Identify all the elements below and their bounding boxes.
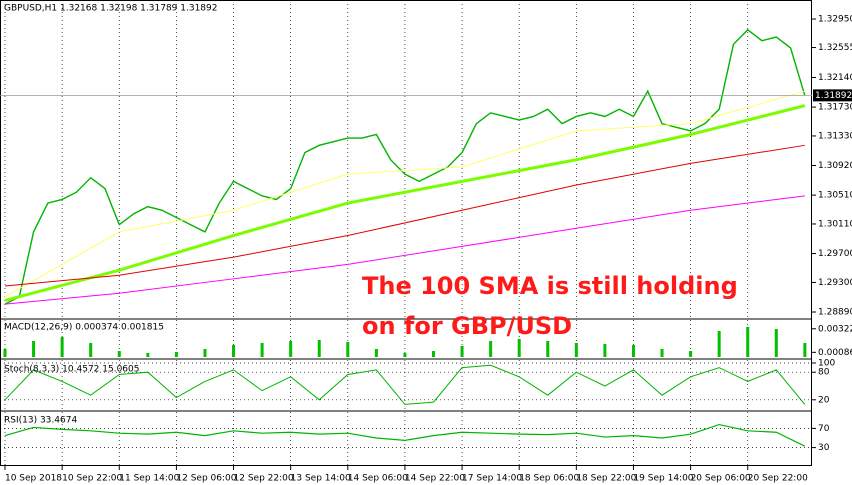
histogram-bar — [717, 331, 721, 357]
histogram-bar — [631, 345, 635, 357]
histogram-bar — [460, 346, 464, 357]
y-tick-label: 1.31330 — [818, 131, 852, 141]
histogram-bar — [289, 341, 293, 357]
panel-label: RSI(13) 33.4674 — [4, 416, 77, 426]
histogram-bar — [260, 343, 264, 357]
histogram-bar — [403, 353, 407, 357]
histogram-bar — [746, 327, 750, 357]
x-tick-label: 20 Sep 06:00 — [691, 474, 751, 484]
price-line — [4, 104, 806, 302]
histogram-bar — [546, 341, 550, 357]
histogram-bar — [60, 337, 64, 357]
x-tick-label: 14 Sep 22:00 — [405, 474, 465, 484]
y-tick-label: 1.31730 — [818, 103, 852, 113]
y-tick-label: 100 — [818, 359, 835, 369]
histogram-bar — [574, 343, 578, 357]
histogram-bar — [431, 351, 435, 357]
histogram-bar — [346, 342, 350, 357]
price-line — [4, 144, 805, 287]
histogram-bar — [317, 340, 321, 357]
panel-label: GBPUSD,H1 1.32168 1.32198 1.31789 1.3189… — [4, 4, 217, 14]
x-tick-label: 10 Sep 2018 — [5, 474, 62, 484]
histogram-bar — [489, 341, 493, 357]
annotation: The 100 SMA is still holding — [362, 272, 738, 300]
x-tick-label: 12 Sep 06:00 — [176, 474, 236, 484]
y-tick-label: 1.30510 — [818, 191, 852, 201]
histogram-bar — [803, 343, 807, 357]
y-tick-label: 1.30920 — [818, 161, 852, 171]
y-tick-label: 1.29300 — [818, 278, 852, 288]
histogram-bar — [232, 345, 236, 357]
histogram-bar — [517, 339, 521, 357]
y-tick-label: 1.32555 — [818, 43, 852, 53]
y-tick-label: 0.000867 — [818, 348, 852, 358]
price-line — [4, 90, 805, 298]
x-tick-label: 17 Sep 14:00 — [462, 474, 522, 484]
x-tick-label: 18 Sep 22:00 — [576, 474, 636, 484]
price-line — [4, 28, 806, 305]
histogram-bar — [89, 343, 93, 357]
histogram-bar — [117, 351, 121, 357]
y-tick-label: 0.003221 — [818, 324, 852, 334]
price-line — [4, 423, 806, 447]
y-tick-label: 1.32950 — [818, 15, 852, 25]
x-tick-label: 20 Sep 22:00 — [748, 474, 808, 484]
price-line — [4, 195, 805, 305]
histogram-bar — [32, 341, 36, 357]
x-tick-label: 10 Sep 22:00 — [62, 474, 122, 484]
y-tick-label: 30 — [818, 443, 830, 453]
last-price-box — [813, 89, 852, 102]
y-tick-label: 1.29700 — [818, 249, 852, 259]
histogram-bar — [689, 351, 693, 357]
x-tick-label: 18 Sep 06:00 — [519, 474, 579, 484]
y-tick-label: 20 — [818, 395, 830, 405]
y-tick-label: 1.28890 — [818, 308, 852, 318]
price-line — [4, 364, 806, 405]
y-tick-label: 70 — [818, 424, 830, 434]
panel-label: MACD(12,26,9) 0.000374 0.001815 — [4, 323, 164, 333]
last-price-label: 1.31892 — [815, 91, 852, 101]
y-tick-label: 1.30110 — [818, 219, 852, 229]
y-tick-label: 1.32140 — [818, 73, 852, 83]
x-tick-label: 12 Sep 22:00 — [234, 474, 294, 484]
plot-frame — [0, 0, 812, 466]
histogram-bar — [374, 349, 378, 357]
histogram-bar — [3, 349, 7, 357]
panel-label: Stoch(8,3,3) 10.4572 15.0605 — [4, 365, 139, 375]
x-tick-label: 19 Sep 14:00 — [633, 474, 693, 484]
annotation: on for GBP/USD — [362, 312, 572, 340]
histogram-bar — [603, 344, 607, 357]
x-tick-label: 11 Sep 14:00 — [119, 474, 179, 484]
x-tick-label: 14 Sep 06:00 — [348, 474, 408, 484]
histogram-bar — [774, 329, 778, 357]
histogram-bar — [660, 349, 664, 357]
histogram-bar — [174, 352, 178, 357]
histogram-bar — [146, 353, 150, 357]
x-tick-label: 13 Sep 14:00 — [291, 474, 351, 484]
histogram-bar — [203, 349, 207, 357]
y-tick-label: 80 — [818, 368, 830, 378]
